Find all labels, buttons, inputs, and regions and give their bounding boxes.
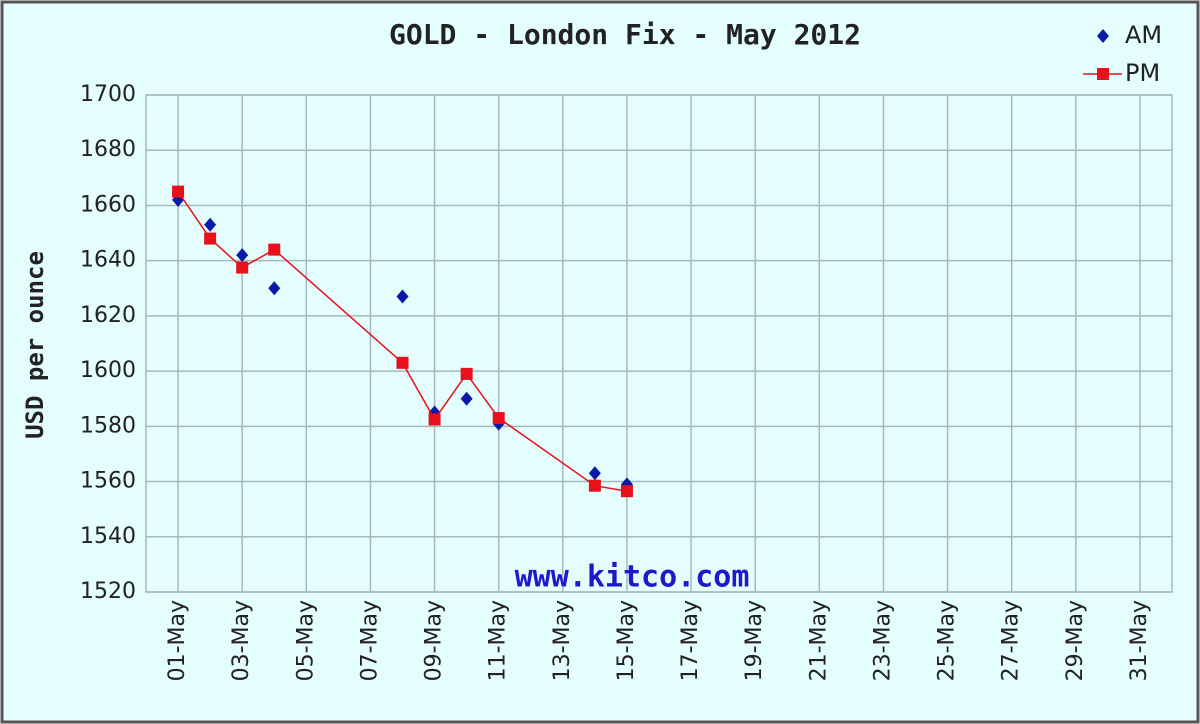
y-tick-label: 1700 — [80, 82, 136, 107]
pm-point — [236, 261, 249, 274]
x-tick-label: 07-May — [357, 600, 382, 681]
x-tick-label: 19-May — [742, 600, 767, 681]
y-tick-label: 1640 — [80, 248, 136, 273]
pm-point — [268, 243, 281, 256]
am-point — [460, 391, 473, 406]
x-tick-label: 05-May — [293, 600, 318, 681]
am-point — [588, 466, 601, 481]
x-tick-label: 13-May — [550, 600, 575, 681]
pm-point — [620, 485, 633, 498]
legend-marker — [1097, 68, 1109, 80]
pm-point — [172, 185, 185, 198]
x-tick-label: 25-May — [935, 600, 960, 681]
x-tick-label: 03-May — [229, 600, 254, 681]
pm-point — [588, 479, 601, 492]
am-point — [268, 281, 281, 296]
watermark: www.kitco.com — [515, 560, 750, 595]
y-tick-label: 1520 — [80, 579, 136, 604]
am-point — [236, 248, 249, 263]
x-tick-label: 09-May — [422, 600, 447, 681]
y-tick-label: 1600 — [80, 358, 136, 383]
x-tick-label: 17-May — [678, 600, 703, 681]
x-tick-label: 21-May — [806, 600, 831, 681]
x-tick-label: 23-May — [870, 600, 895, 681]
y-tick-label: 1580 — [80, 413, 136, 438]
x-tick-label: 11-May — [486, 600, 511, 681]
pm-point — [204, 232, 217, 245]
y-tick-label: 1560 — [80, 469, 136, 494]
x-tick-label: 31-May — [1127, 600, 1152, 681]
y-tick-label: 1680 — [80, 137, 136, 162]
y-tick-label: 1620 — [80, 303, 136, 328]
y-tick-label: 1660 — [80, 192, 136, 217]
x-tick-label: 15-May — [614, 600, 639, 681]
x-tick-label: 29-May — [1063, 600, 1088, 681]
pm-point — [396, 356, 409, 369]
chart-title: GOLD - London Fix - May 2012 — [389, 18, 861, 51]
pm-line — [177, 191, 628, 492]
y-axis-label: USD per ounce — [21, 251, 49, 439]
pm-point — [460, 367, 473, 380]
am-point — [396, 289, 409, 304]
legend-marker — [1097, 29, 1109, 43]
y-tick-label: 1540 — [80, 524, 136, 549]
x-tick-label: 01-May — [165, 600, 190, 681]
am-point — [204, 217, 217, 232]
legend-label: PM — [1125, 59, 1160, 87]
x-tick-label: 27-May — [999, 600, 1024, 681]
legend-label: AM — [1125, 21, 1162, 49]
pm-point — [492, 412, 505, 425]
pm-point — [428, 413, 441, 426]
